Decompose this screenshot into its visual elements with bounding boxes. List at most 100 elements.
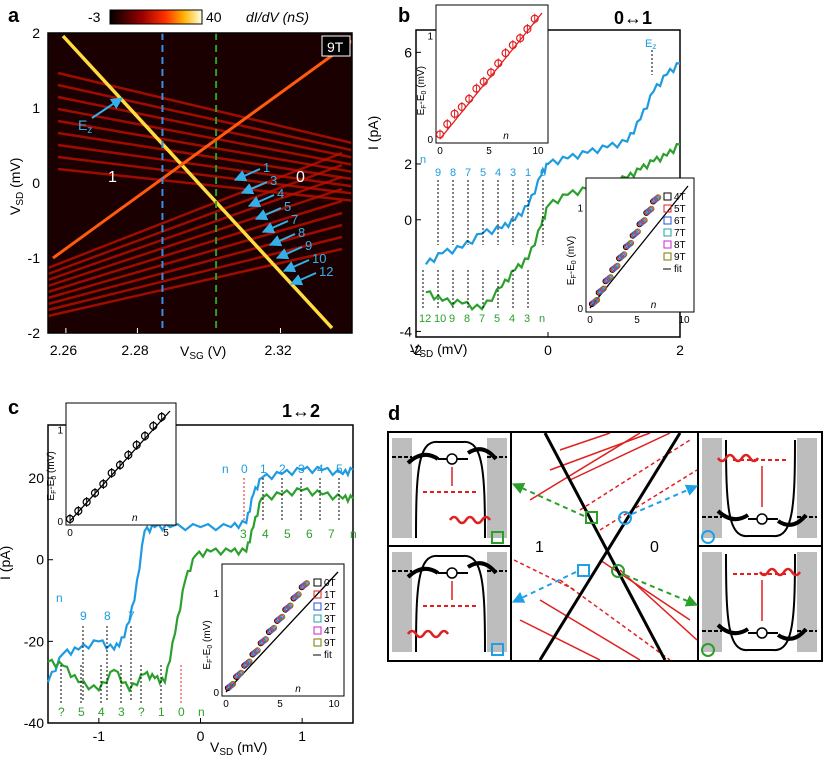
data-point — [286, 603, 293, 610]
legend-entry: 3T — [324, 614, 336, 625]
x-tick-label: 0 — [544, 342, 552, 358]
y-tick-label: 0 — [36, 552, 44, 568]
data-point — [486, 68, 496, 77]
y-tick-label: 20 — [28, 470, 44, 486]
inset-y-label: EF-E0 (mV) — [202, 620, 214, 669]
data-point — [287, 602, 294, 609]
green-level-label: 3 — [118, 705, 125, 719]
legend-entry: 8T — [674, 240, 686, 251]
legend-swatch — [313, 614, 322, 623]
inset-y-tick-label: 0 — [213, 688, 219, 699]
level-arrow-label: 12 — [319, 264, 333, 279]
tunneling-schematics — [392, 438, 817, 657]
data-point — [99, 479, 108, 489]
data-point — [149, 421, 158, 431]
fit-line — [225, 571, 339, 693]
legend-entry: 0T — [324, 578, 336, 589]
green-level-label: 0 — [178, 705, 185, 719]
data-point — [237, 670, 244, 677]
x-axis-label: VSD (mV) — [210, 739, 267, 758]
data-point — [593, 296, 601, 304]
x-tick-label: 1 — [298, 728, 306, 744]
lead-right — [797, 438, 817, 538]
data-point — [270, 624, 278, 632]
level-arrow — [254, 207, 282, 221]
marker-blue-circle — [701, 530, 715, 544]
panel-label-c: c — [8, 397, 19, 419]
blue-level-label: n — [222, 462, 229, 476]
green-level-label: 5 — [78, 705, 85, 719]
blue-level-label: 4 — [495, 167, 501, 179]
data-point — [479, 77, 488, 86]
quadrant-schematic — [392, 552, 507, 656]
y-tick-label: 6 — [404, 44, 412, 60]
data-point — [82, 497, 91, 507]
electron — [756, 627, 768, 639]
blue-level-label: 4 — [317, 462, 324, 476]
green-level-label: 7 — [479, 313, 485, 325]
ez-label: Ez — [78, 117, 92, 136]
data-point — [627, 239, 635, 247]
plot-b-axes: -2 0 2 6 2 0 -4 — [400, 44, 685, 358]
data-point — [254, 647, 261, 654]
data-point — [132, 440, 141, 450]
green-level-label: 7 — [328, 527, 335, 541]
data-point — [614, 262, 621, 269]
heatmap-features — [47, 33, 353, 333]
inset-x-tick-label: 5 — [634, 315, 640, 326]
quadrant-schematic — [392, 438, 507, 544]
inset-x-tick-label: 0 — [67, 528, 73, 539]
green-level-label: 6 — [306, 527, 313, 541]
legend-swatch — [663, 228, 672, 237]
green-level-label: 5 — [284, 527, 291, 541]
main-resonance-line — [61, 34, 334, 330]
green-level-label: n — [350, 527, 357, 541]
x-tick-label: 2.28 — [121, 342, 148, 358]
legend-swatch — [313, 602, 322, 611]
data-point — [294, 592, 301, 599]
data-point — [592, 297, 600, 304]
legend-swatch — [313, 578, 322, 587]
marker-blue-circle — [618, 511, 632, 525]
tunnel-arrow-out — [466, 561, 498, 575]
blue-level-label: 5 — [336, 462, 343, 476]
inset-x-tick-label: 10 — [678, 315, 690, 326]
data-point — [443, 120, 452, 129]
x-axis-label: VSG (V) — [180, 343, 226, 362]
panel-label-b: b — [398, 5, 410, 27]
data-point — [606, 274, 613, 282]
diagram-region-right: 0 — [650, 539, 659, 556]
data-point — [261, 636, 268, 644]
data-point — [523, 24, 532, 34]
inset-y-tick-label: 1 — [213, 589, 219, 600]
tunnel-arrow-in — [406, 452, 440, 465]
inset-top-c: EF-E0 (mV)n0 510 — [46, 402, 177, 539]
blue-level-label: 7 — [465, 167, 471, 179]
data-point — [262, 636, 269, 643]
tunnel-arrow-out — [466, 447, 498, 461]
y-tick-label: 2 — [404, 156, 412, 172]
emission-wiggle — [406, 629, 450, 639]
legend-swatch — [663, 216, 672, 225]
y-axis-label: I (pA) — [0, 546, 13, 580]
inset-x-tick-label: 0 — [437, 146, 443, 157]
tunnel-arrow-out — [776, 627, 808, 641]
line-family-up — [57, 167, 353, 202]
emission-wiggle — [758, 567, 802, 577]
inset-x-tick-label: 5 — [163, 528, 169, 539]
blue-level-label: n — [56, 591, 63, 605]
data-point — [655, 194, 662, 201]
y-tick-label: -20 — [24, 633, 44, 649]
data-point — [302, 580, 309, 588]
line-family-up — [57, 131, 353, 181]
green-level-label: 3 — [524, 313, 530, 325]
data-point — [74, 506, 83, 516]
lead-left — [392, 438, 412, 538]
level-arrow-label: 10 — [312, 251, 326, 266]
emission-wiggle — [448, 515, 492, 525]
level-arrow — [268, 233, 296, 247]
plot-c-title: 1↔2 — [282, 401, 320, 421]
inset-y-tick-label: 1 — [577, 204, 583, 215]
barrier-profile — [725, 439, 796, 538]
